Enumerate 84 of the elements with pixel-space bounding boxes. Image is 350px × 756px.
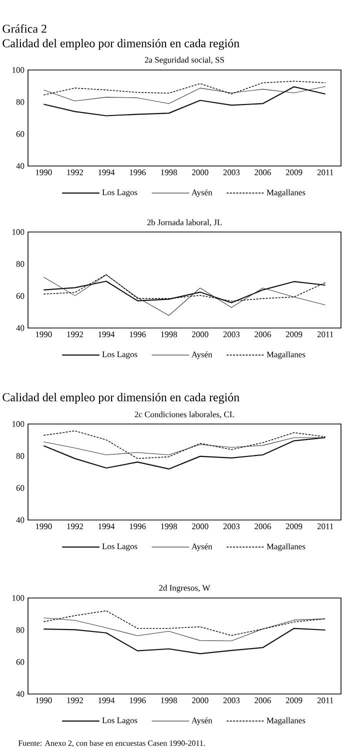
line-series bbox=[43, 86, 326, 116]
x-tick-label: 1998 bbox=[161, 170, 177, 176]
x-tick-label: 1990 bbox=[36, 698, 52, 704]
x-tick-label: 2011 bbox=[317, 524, 334, 530]
legend-label: Aysén bbox=[192, 717, 212, 726]
legend-label: Los Lagos bbox=[102, 544, 138, 551]
y-tick-label: 80 bbox=[16, 99, 24, 105]
chart-title: 2c Condiciones laborales, CL bbox=[134, 411, 234, 418]
x-tick-label: 1998 bbox=[161, 524, 177, 530]
x-tick-label: 2003 bbox=[223, 170, 240, 176]
x-tick-label: 1998 bbox=[161, 698, 177, 704]
y-tick-label: 100 bbox=[12, 421, 24, 427]
x-tick-label: 2006 bbox=[254, 524, 271, 530]
x-tick-label: 1996 bbox=[130, 332, 146, 338]
chart-title: 2a Seguridad social, SS bbox=[144, 56, 224, 64]
x-tick-label: 1992 bbox=[67, 698, 83, 704]
x-tick-label: 2011 bbox=[317, 170, 334, 176]
legend-label: Aysén bbox=[192, 189, 212, 198]
chart-title: 2b Jornada laboral, JL bbox=[147, 219, 222, 226]
y-tick-label: 60 bbox=[16, 659, 24, 665]
line-series bbox=[43, 628, 326, 654]
legend-label: Los Lagos bbox=[102, 190, 138, 197]
x-tick-label: 1992 bbox=[67, 332, 83, 338]
x-tick-label: 2009 bbox=[286, 524, 302, 530]
line-series bbox=[43, 274, 326, 302]
y-tick-label: 80 bbox=[16, 627, 24, 633]
x-tick-label: 1994 bbox=[98, 524, 115, 530]
x-tick-label: 2006 bbox=[254, 170, 271, 176]
x-tick-label: 1994 bbox=[98, 698, 115, 704]
line-series bbox=[43, 437, 326, 456]
y-tick-label: 100 bbox=[12, 67, 24, 73]
line-series bbox=[43, 274, 326, 316]
x-tick-label: 2011 bbox=[317, 332, 334, 338]
legend-label: Aysén bbox=[192, 543, 212, 552]
x-tick-label: 2000 bbox=[192, 524, 208, 530]
legend-label: Los Lagos bbox=[102, 718, 138, 725]
y-tick-label: 40 bbox=[16, 517, 24, 523]
y-tick-label: 100 bbox=[12, 595, 24, 601]
line-series bbox=[43, 610, 326, 636]
x-tick-label: 1996 bbox=[130, 524, 146, 530]
x-tick-label: 2003 bbox=[223, 332, 240, 338]
legend-label: Aysén bbox=[192, 351, 212, 360]
chart-title: 2d Ingresos, W bbox=[159, 584, 210, 592]
x-tick-label: 2009 bbox=[286, 170, 302, 176]
text: Calidad del empleo por dimensión en cada región bbox=[2, 392, 240, 404]
legend-label: Magallanes bbox=[266, 717, 306, 726]
y-tick-label: 80 bbox=[16, 261, 24, 267]
x-tick-label: 1994 bbox=[98, 332, 115, 338]
legend-label: Magallanes bbox=[266, 543, 306, 552]
y-tick-label: 40 bbox=[16, 163, 24, 169]
text: Calidad del empleo por dimensión en cada región bbox=[2, 38, 240, 50]
x-tick-label: 1994 bbox=[98, 170, 115, 176]
x-tick-label: 2009 bbox=[286, 332, 302, 338]
x-tick-label: 1998 bbox=[161, 332, 177, 338]
x-tick-label: 2000 bbox=[192, 698, 208, 704]
x-tick-label: 2000 bbox=[192, 170, 208, 176]
line-series bbox=[43, 618, 326, 642]
line-series bbox=[43, 86, 326, 104]
x-tick-label: 1990 bbox=[36, 524, 52, 530]
x-tick-label: 1990 bbox=[36, 170, 52, 176]
x-tick-label: 2000 bbox=[192, 332, 208, 338]
legend-label: Magallanes bbox=[266, 189, 306, 198]
legend-label: Magallanes bbox=[266, 351, 306, 360]
x-tick-label: 1996 bbox=[130, 698, 146, 704]
x-tick-label: 2006 bbox=[254, 698, 271, 704]
legend-label: Los Lagos bbox=[102, 352, 138, 359]
x-tick-label: 2006 bbox=[254, 332, 271, 338]
x-tick-label: 1992 bbox=[67, 524, 83, 530]
y-tick-label: 60 bbox=[16, 293, 24, 299]
y-tick-label: 100 bbox=[12, 229, 24, 235]
x-tick-label: 2011 bbox=[317, 698, 334, 704]
y-tick-label: 60 bbox=[16, 131, 24, 137]
x-tick-label: 1996 bbox=[130, 170, 146, 176]
y-tick-label: 80 bbox=[16, 453, 24, 459]
y-tick-label: 60 bbox=[16, 485, 24, 491]
text: Gráfica 2 bbox=[2, 24, 46, 33]
x-tick-label: 1992 bbox=[67, 170, 83, 176]
x-tick-label: 1990 bbox=[36, 332, 52, 338]
x-tick-label: 2003 bbox=[223, 524, 240, 530]
x-tick-label: 2009 bbox=[286, 698, 302, 704]
y-tick-label: 40 bbox=[16, 691, 24, 697]
line-series bbox=[43, 80, 326, 96]
x-tick-label: 2003 bbox=[223, 698, 240, 704]
y-tick-label: 40 bbox=[16, 325, 24, 331]
